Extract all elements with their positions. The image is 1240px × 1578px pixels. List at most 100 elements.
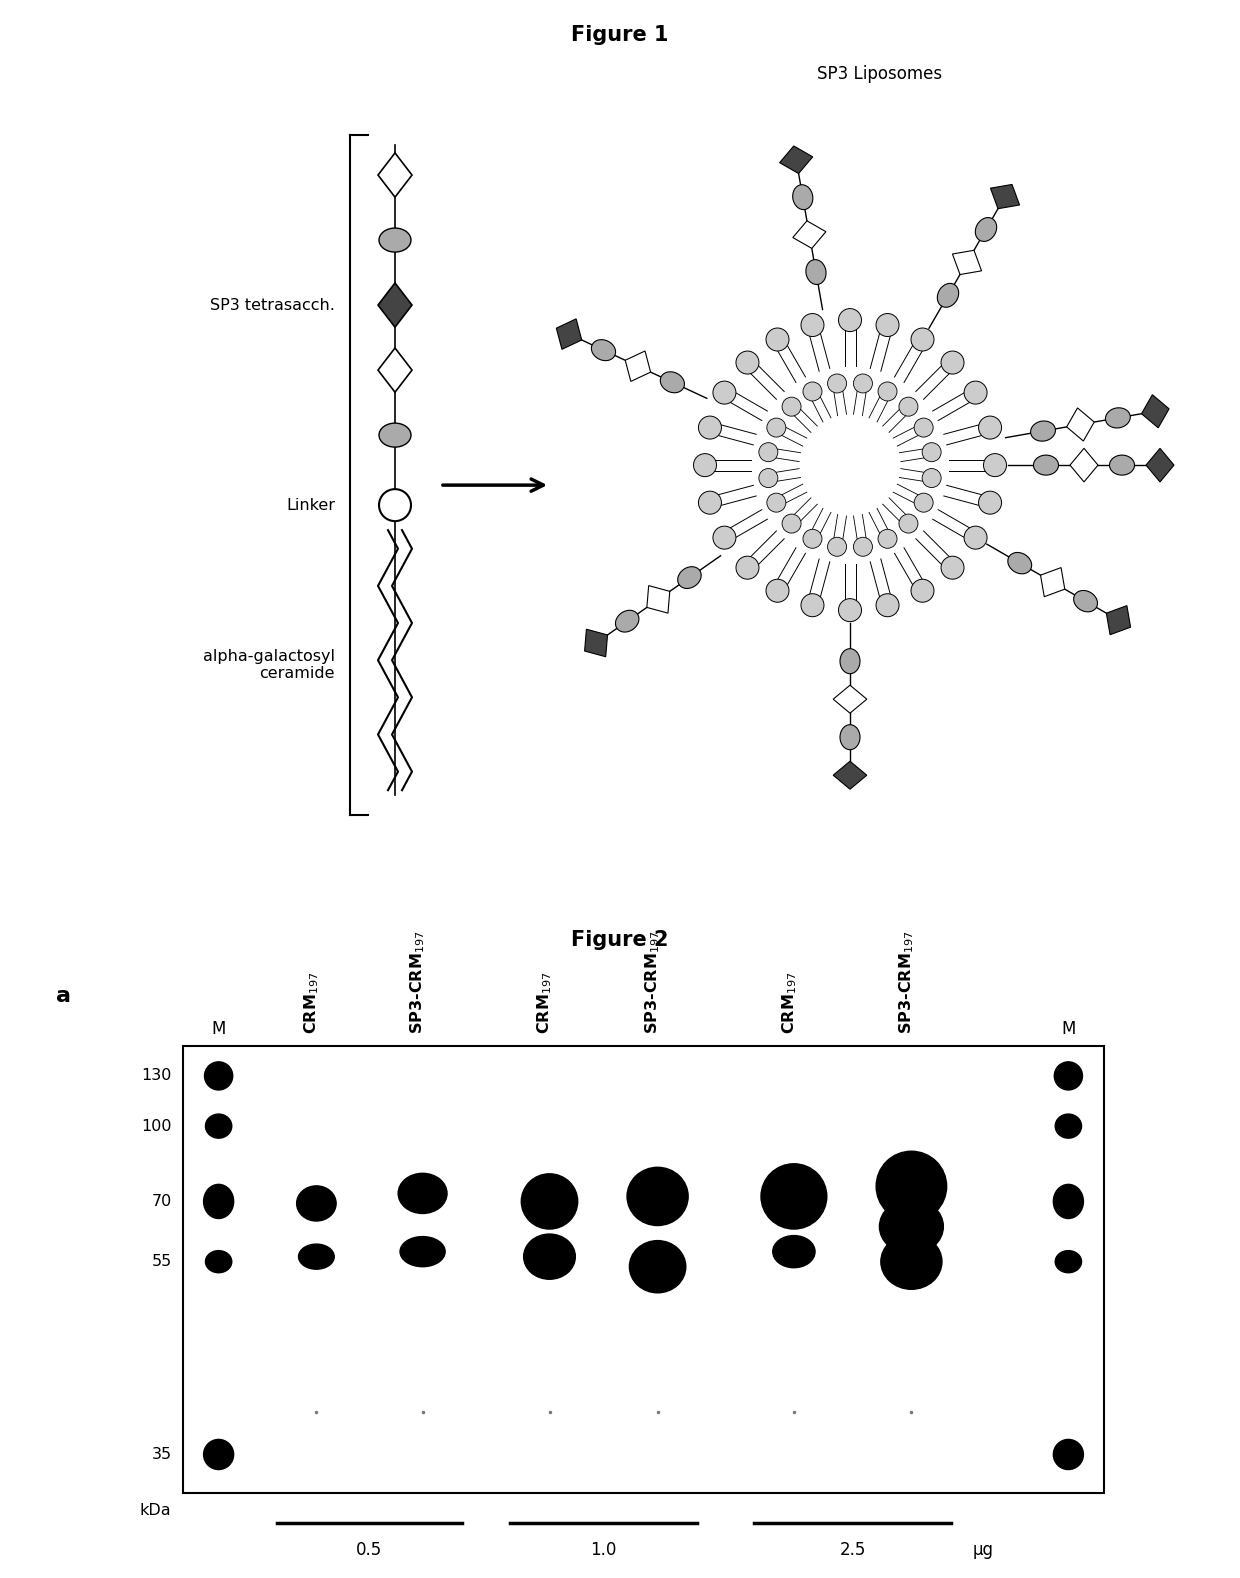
- Circle shape: [766, 418, 786, 437]
- Circle shape: [878, 382, 897, 401]
- Polygon shape: [1142, 394, 1169, 428]
- Circle shape: [804, 529, 822, 548]
- Ellipse shape: [615, 611, 639, 633]
- Ellipse shape: [1110, 454, 1135, 475]
- Circle shape: [899, 514, 918, 533]
- Polygon shape: [584, 630, 608, 656]
- Ellipse shape: [379, 229, 410, 252]
- Text: 2.5: 2.5: [839, 1540, 866, 1559]
- Circle shape: [737, 555, 759, 579]
- Text: M: M: [1061, 1019, 1075, 1038]
- Text: 0.5: 0.5: [356, 1540, 383, 1559]
- Ellipse shape: [523, 1234, 575, 1280]
- Text: Figure 1: Figure 1: [572, 25, 668, 46]
- Text: Figure 2: Figure 2: [572, 931, 668, 950]
- Circle shape: [693, 453, 717, 477]
- Circle shape: [978, 417, 1002, 439]
- Circle shape: [875, 314, 899, 336]
- Circle shape: [983, 453, 1007, 477]
- Text: 70: 70: [151, 1195, 171, 1209]
- Ellipse shape: [203, 1185, 233, 1218]
- Circle shape: [853, 374, 873, 393]
- Ellipse shape: [660, 372, 684, 393]
- Circle shape: [838, 598, 862, 622]
- Ellipse shape: [591, 339, 615, 361]
- Circle shape: [782, 398, 801, 417]
- Circle shape: [801, 593, 823, 617]
- Text: CRM$_{197}$: CRM$_{197}$: [536, 970, 554, 1034]
- Text: 100: 100: [141, 1119, 171, 1133]
- Circle shape: [713, 382, 735, 404]
- Circle shape: [801, 314, 823, 336]
- Polygon shape: [378, 282, 412, 327]
- Ellipse shape: [1030, 421, 1055, 442]
- Polygon shape: [833, 685, 867, 713]
- Ellipse shape: [880, 1234, 942, 1289]
- Ellipse shape: [206, 1251, 232, 1273]
- Circle shape: [379, 489, 410, 521]
- Circle shape: [766, 494, 786, 513]
- Circle shape: [878, 529, 897, 548]
- Circle shape: [941, 555, 963, 579]
- Circle shape: [923, 443, 941, 462]
- Ellipse shape: [806, 260, 826, 284]
- Ellipse shape: [792, 185, 813, 210]
- Circle shape: [838, 309, 862, 331]
- Ellipse shape: [879, 1199, 944, 1255]
- Text: SP3 tetrasacch.: SP3 tetrasacch.: [210, 298, 335, 312]
- Bar: [184, 1046, 1104, 1493]
- Ellipse shape: [206, 1114, 232, 1138]
- Circle shape: [941, 350, 963, 374]
- Circle shape: [713, 525, 735, 549]
- Circle shape: [914, 418, 934, 437]
- Ellipse shape: [521, 1174, 578, 1229]
- Circle shape: [827, 537, 847, 557]
- Text: CRM$_{197}$: CRM$_{197}$: [780, 970, 799, 1034]
- Circle shape: [875, 593, 899, 617]
- Circle shape: [698, 491, 722, 514]
- Ellipse shape: [1054, 1062, 1083, 1090]
- Polygon shape: [1106, 606, 1131, 634]
- Circle shape: [759, 443, 777, 462]
- Ellipse shape: [877, 1152, 946, 1221]
- Text: kDa: kDa: [140, 1504, 171, 1518]
- Ellipse shape: [1055, 1114, 1081, 1138]
- Ellipse shape: [401, 1237, 445, 1267]
- Polygon shape: [625, 350, 651, 382]
- Text: 55: 55: [151, 1255, 171, 1269]
- Text: a: a: [56, 986, 71, 1005]
- Ellipse shape: [296, 1187, 336, 1221]
- Ellipse shape: [678, 567, 701, 589]
- Ellipse shape: [1033, 454, 1059, 475]
- Circle shape: [853, 537, 873, 557]
- Polygon shape: [1066, 409, 1094, 440]
- Circle shape: [911, 579, 934, 603]
- Circle shape: [766, 579, 789, 603]
- Polygon shape: [952, 251, 982, 275]
- Circle shape: [759, 469, 777, 488]
- Ellipse shape: [1008, 552, 1032, 574]
- Ellipse shape: [1053, 1439, 1084, 1469]
- Polygon shape: [1070, 448, 1097, 481]
- Circle shape: [899, 398, 918, 417]
- Polygon shape: [833, 761, 867, 789]
- Ellipse shape: [627, 1168, 688, 1226]
- Text: 1.0: 1.0: [590, 1540, 616, 1559]
- Circle shape: [782, 514, 801, 533]
- Ellipse shape: [203, 1439, 233, 1469]
- Ellipse shape: [630, 1240, 686, 1292]
- Ellipse shape: [205, 1062, 233, 1090]
- Circle shape: [923, 469, 941, 488]
- Text: SP3-CRM$_{197}$: SP3-CRM$_{197}$: [644, 929, 662, 1034]
- Polygon shape: [647, 585, 670, 614]
- Text: M: M: [212, 1019, 226, 1038]
- Text: alpha-galactosyl
ceramide: alpha-galactosyl ceramide: [203, 649, 335, 682]
- Ellipse shape: [1055, 1251, 1081, 1273]
- Text: 35: 35: [151, 1447, 171, 1461]
- Circle shape: [737, 350, 759, 374]
- Circle shape: [751, 366, 949, 563]
- Polygon shape: [780, 145, 812, 174]
- Ellipse shape: [839, 649, 861, 674]
- Ellipse shape: [299, 1243, 335, 1269]
- Text: 130: 130: [141, 1068, 171, 1084]
